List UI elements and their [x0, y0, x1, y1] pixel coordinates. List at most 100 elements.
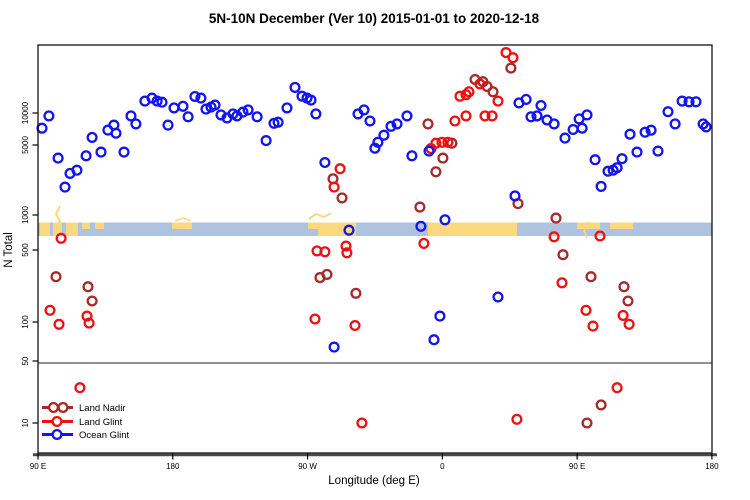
- legend: Land Nadir Land Glint Ocean Glint: [42, 401, 130, 441]
- data-point: [50, 271, 62, 283]
- data-point: [350, 287, 362, 299]
- x-tick-label: 180: [166, 462, 180, 471]
- data-point: [509, 190, 521, 202]
- data-point: [130, 118, 142, 130]
- series-land-glint: [44, 47, 635, 429]
- data-point: [611, 382, 623, 394]
- data-point: [86, 131, 98, 143]
- data-point: [125, 110, 137, 122]
- data-point: [507, 52, 519, 64]
- data-point: [209, 99, 221, 111]
- data-point: [645, 124, 657, 136]
- band-land-segment: [576, 222, 601, 229]
- data-point: [697, 118, 709, 130]
- data-point: [622, 295, 634, 307]
- data-point: [486, 110, 498, 122]
- data-point: [500, 47, 512, 59]
- y-tick-label: 50: [21, 356, 30, 365]
- data-point: [289, 81, 301, 93]
- data-point: [623, 318, 635, 330]
- data-point: [556, 277, 568, 289]
- chart-title: 5N-10N December (Ver 10) 2015-01-01 to 2…: [209, 11, 540, 26]
- y-tick-label: 100: [21, 315, 30, 329]
- data-point: [611, 162, 623, 174]
- data-point: [439, 214, 451, 226]
- x-axis-title: Longitude (deg E): [328, 475, 420, 487]
- data-point: [281, 102, 293, 114]
- data-point: [356, 417, 368, 429]
- data-point: [602, 165, 614, 177]
- band-land-segment: [172, 222, 192, 229]
- data-point: [559, 132, 571, 144]
- data-point: [43, 110, 55, 122]
- data-point: [581, 109, 593, 121]
- data-point: [460, 110, 472, 122]
- data-point: [454, 90, 466, 102]
- data-point: [463, 86, 475, 98]
- data-point: [189, 90, 201, 103]
- data-point: [328, 181, 340, 193]
- data-point: [343, 224, 355, 236]
- data-point: [548, 231, 560, 243]
- data-point: [151, 95, 163, 107]
- data-point: [251, 111, 263, 123]
- band-land-segment: [95, 222, 105, 229]
- data-point: [662, 106, 674, 118]
- data-point: [55, 232, 67, 244]
- data-point: [525, 111, 537, 123]
- data-point: [336, 192, 348, 204]
- x-tick-label: 90 E: [30, 462, 46, 471]
- legend-marker-land-glint-icon: [51, 415, 63, 428]
- data-point: [328, 341, 340, 353]
- legend-marker-ocean-glint-icon: [51, 428, 63, 441]
- data-point: [434, 310, 446, 322]
- data-point: [52, 152, 64, 164]
- y-tick-label: 5000: [21, 136, 30, 154]
- legend-entry-ocean-glint: Ocean Glint: [42, 428, 130, 441]
- y-tick-label: 500: [21, 243, 30, 257]
- data-point: [594, 230, 606, 242]
- data-point: [364, 115, 376, 127]
- data-point: [587, 320, 599, 332]
- data-point: [700, 121, 712, 133]
- data-point: [118, 146, 130, 158]
- data-point: [430, 166, 442, 178]
- data-point: [74, 382, 86, 394]
- coastline-squiggle: [308, 212, 332, 220]
- data-point: [156, 96, 168, 108]
- data-point: [310, 108, 322, 120]
- data-point: [372, 136, 384, 148]
- x-tick-label: 180: [705, 462, 719, 471]
- band-land-segment: [610, 222, 634, 229]
- data-point: [580, 304, 592, 316]
- band-land-segment: [66, 222, 78, 236]
- data-point: [581, 417, 593, 429]
- data-point: [487, 86, 499, 98]
- data-point: [415, 220, 427, 232]
- data-point: [341, 247, 353, 259]
- data-points-layer: [36, 47, 712, 429]
- data-point: [86, 295, 98, 307]
- data-point: [669, 118, 681, 130]
- x-tick-label: 90 W: [298, 462, 317, 471]
- data-point: [177, 100, 189, 112]
- series-ocean-glint: [36, 81, 712, 353]
- data-point: [272, 116, 284, 128]
- band-land-segment: [427, 222, 518, 236]
- data-point: [418, 237, 430, 249]
- x-tick-label: 0: [440, 462, 445, 471]
- y-tick-label: 10000: [21, 101, 30, 124]
- legend-marker2-land-nadir-icon: [57, 401, 69, 414]
- data-point: [449, 115, 461, 127]
- data-point: [423, 145, 435, 157]
- legend-entry-land-glint: Land Glint: [42, 415, 123, 428]
- data-point: [683, 96, 695, 108]
- data-point: [535, 99, 547, 112]
- data-point: [71, 164, 83, 176]
- legend-label-ocean-glint: Ocean Glint: [79, 430, 130, 441]
- data-point: [428, 334, 440, 346]
- data-point: [676, 95, 688, 107]
- data-point: [511, 413, 523, 425]
- data-point: [595, 399, 607, 411]
- data-point: [242, 104, 254, 116]
